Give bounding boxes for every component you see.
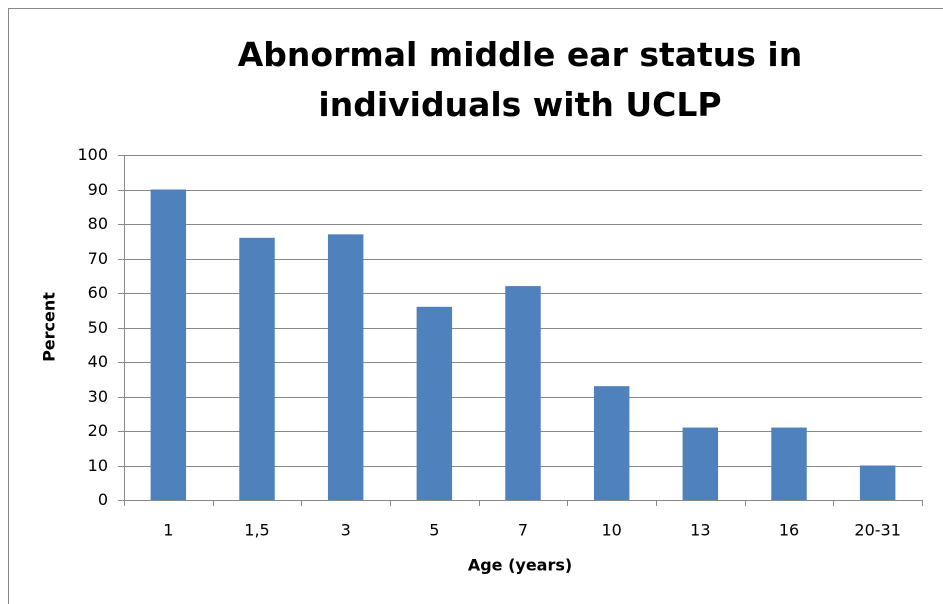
bar — [771, 427, 807, 500]
y-tick-label: 60 — [88, 283, 108, 302]
y-tick-label: 90 — [88, 180, 108, 199]
bar — [416, 306, 453, 500]
chart-title: Abnormal middle ear status in individual… — [237, 35, 803, 124]
x-tick-label: 5 — [429, 521, 439, 540]
y-tick-label: 70 — [88, 249, 108, 268]
bar — [239, 237, 275, 501]
y-tick-label: 0 — [98, 490, 108, 509]
bar — [859, 465, 896, 500]
chart-border — [8, 8, 943, 604]
y-tick-label: 30 — [88, 387, 108, 406]
y-tick-label: 50 — [88, 318, 108, 337]
y-tick-label: 20 — [88, 421, 108, 440]
bar — [593, 386, 630, 500]
y-axis-label: Percent — [40, 292, 59, 362]
bar — [682, 427, 719, 500]
x-tick-label: 13 — [690, 521, 710, 540]
x-tick-label: 10 — [601, 521, 621, 540]
x-axis-label: Age (years) — [468, 556, 572, 575]
y-tick-label: 40 — [88, 352, 108, 371]
x-tick-label: 16 — [779, 521, 799, 540]
x-tick-label: 7 — [518, 521, 528, 540]
y-tick-label: 80 — [88, 214, 108, 233]
x-tick-label: 1,5 — [244, 521, 269, 540]
x-tick-label: 1 — [163, 521, 173, 540]
y-tick-label: 100 — [77, 145, 108, 164]
x-tick-label: 3 — [341, 521, 351, 540]
x-tick-label: 20-31 — [854, 521, 901, 540]
bar — [150, 189, 187, 500]
bar — [327, 234, 364, 500]
bar — [505, 286, 541, 500]
y-tick-label: 10 — [88, 456, 108, 475]
